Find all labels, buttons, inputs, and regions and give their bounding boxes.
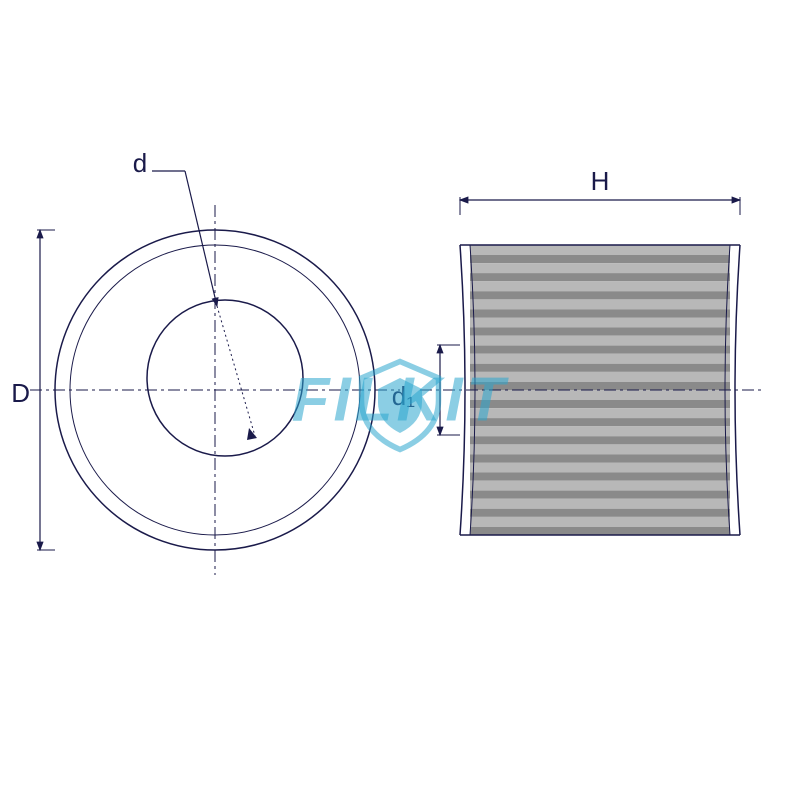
pleat [470, 426, 730, 436]
pleat [470, 408, 730, 418]
technical-diagram: Dd Hd₁ [0, 0, 800, 800]
pleat-shadow [470, 346, 730, 354]
pleat [470, 390, 730, 400]
pleat-shadow [470, 291, 730, 299]
svg-text:d: d [133, 148, 147, 178]
pleat [470, 263, 730, 273]
pleat [470, 299, 730, 309]
pleat-shadow [470, 436, 730, 444]
pleat [470, 336, 730, 346]
pleat-shadow [470, 400, 730, 408]
pleat [470, 281, 730, 291]
pleat [470, 499, 730, 509]
pleat [470, 372, 730, 382]
pleat-shadow [470, 382, 730, 390]
pleat [470, 318, 730, 328]
pleat [470, 245, 730, 255]
svg-text:d₁: d₁ [392, 381, 415, 411]
pleat [470, 444, 730, 454]
diagram-root: Dd Hd₁ [11, 148, 765, 575]
pleat-shadow [470, 509, 730, 517]
pleat-shadow [470, 327, 730, 335]
pleat-shadow [470, 491, 730, 499]
pleat [470, 481, 730, 491]
pleat [470, 354, 730, 364]
pleat-shadow [470, 454, 730, 462]
pleat-shadow [470, 418, 730, 426]
svg-text:D: D [11, 378, 30, 408]
pleat-shadow [470, 255, 730, 263]
svg-text:H: H [591, 166, 610, 196]
pleat [470, 517, 730, 527]
inner-circle [147, 300, 303, 456]
pleat-shadow [470, 309, 730, 317]
pleat-shadow [470, 472, 730, 480]
pleat [470, 463, 730, 473]
pleat-shadow [470, 527, 730, 535]
pleat-shadow [470, 273, 730, 281]
pleat-shadow [470, 364, 730, 372]
